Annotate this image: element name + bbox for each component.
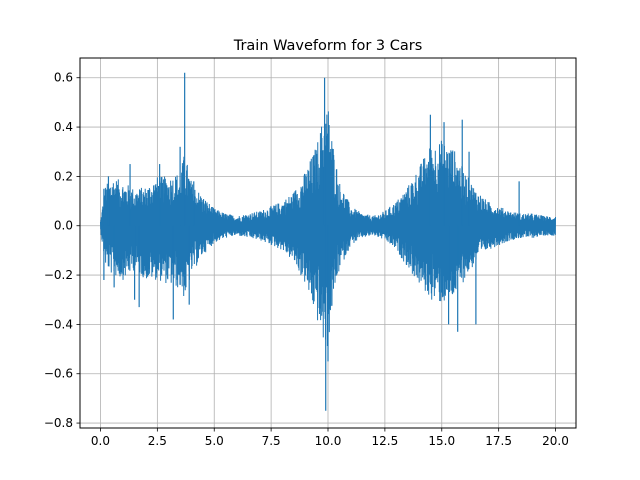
x-tick-label: 10.0	[315, 434, 342, 448]
waveform-line	[99, 111, 557, 347]
x-tick-label: 0.0	[91, 434, 110, 448]
x-tick-label: 15.0	[428, 434, 455, 448]
x-tick-label: 17.5	[485, 434, 512, 448]
x-tick-label: 12.5	[372, 434, 399, 448]
x-tick-label: 7.5	[262, 434, 281, 448]
y-tick-label: 0.4	[54, 120, 73, 134]
y-tick-label: −0.6	[44, 367, 73, 381]
x-tick-label: 2.5	[148, 434, 167, 448]
y-tick-label: −0.4	[44, 317, 73, 331]
x-tick-label: 20.0	[542, 434, 569, 448]
y-tick-label: 0.0	[54, 219, 73, 233]
waveform-series	[99, 72, 557, 411]
y-tick-label: 0.2	[54, 169, 73, 183]
y-tick-label: 0.6	[54, 71, 73, 85]
x-axis: 0.0 2.5 5.0 7.5 10.0 12.5 15.0 17.5 20.0	[91, 428, 569, 448]
chart-title: Train Waveform for 3 Cars	[233, 38, 423, 54]
y-axis: −0.8 −0.6 −0.4 −0.2 0.0 0.2 0.4 0.6	[44, 71, 80, 430]
y-tick-label: −0.2	[44, 268, 73, 282]
y-tick-label: −0.8	[44, 416, 73, 430]
x-tick-label: 5.0	[205, 434, 224, 448]
